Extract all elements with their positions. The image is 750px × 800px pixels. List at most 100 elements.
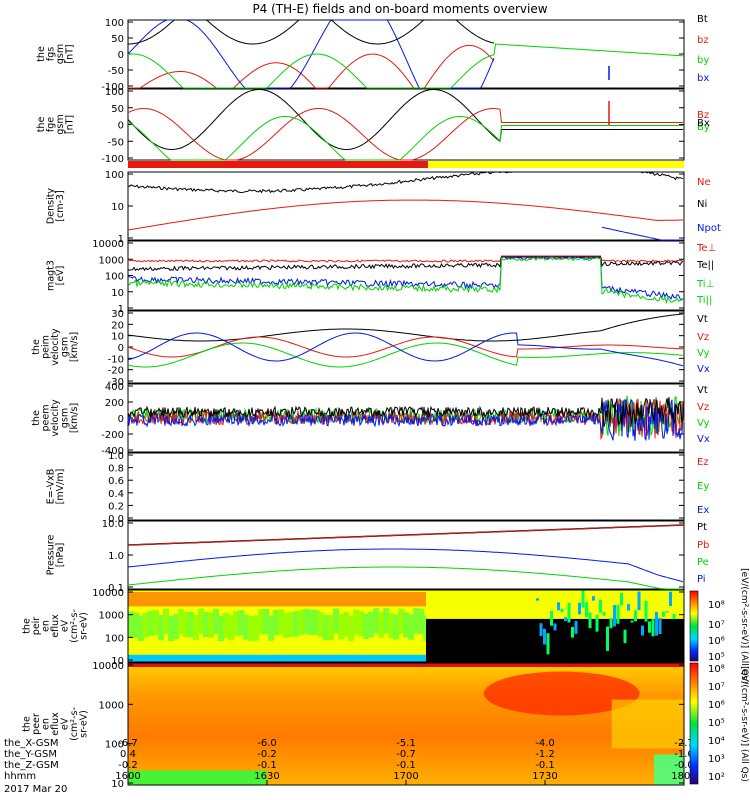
y-tick-label: 0.1	[108, 583, 124, 594]
heatmap-cell	[393, 614, 400, 640]
heatmap-cell	[373, 608, 380, 634]
x-axis-value: -0.2	[257, 749, 277, 760]
legend-entry: Pb	[697, 540, 709, 551]
heatmap-cell	[163, 608, 170, 634]
x-axis-value: -2.7	[674, 738, 694, 749]
series-te-par	[127, 256, 684, 272]
heatmap-cell	[303, 608, 310, 635]
legend-entry: Vy	[697, 418, 710, 429]
y-axis-label: (cm²-s-	[69, 609, 80, 643]
heatmap-cell	[637, 591, 641, 611]
x-axis-row-label: hhmm	[4, 771, 36, 782]
y-axis-label: [nT]	[64, 115, 75, 134]
heatmap-cell	[418, 608, 425, 635]
series-by	[127, 116, 683, 161]
y-tick-label: 30	[111, 309, 124, 320]
y-tick-label: 100	[105, 170, 124, 181]
heatmap-cell	[630, 620, 634, 623]
heatmap-cell	[578, 602, 582, 615]
heatmap-cell	[148, 610, 155, 637]
y-axis-label: Density	[45, 188, 56, 224]
heatmap-cell	[298, 610, 305, 636]
heatmap-cell	[238, 610, 245, 636]
y-axis-label: eV	[60, 619, 71, 632]
legend-entry: bz	[697, 35, 709, 46]
colorbar-bottom-tick: 10⁶	[708, 700, 725, 711]
heatmap-cell	[273, 610, 280, 636]
y-axis-label: magt3	[45, 260, 56, 291]
y-tick-label: 50	[111, 34, 124, 45]
x-axis-value: -0.1	[257, 760, 277, 771]
y-axis-label: eV	[60, 717, 71, 730]
heatmap-cell	[602, 611, 606, 616]
y-tick-label: 0	[118, 50, 124, 61]
heatmap-cell	[543, 628, 547, 645]
colorbar-bottom-tick: 10⁸	[708, 664, 725, 675]
heatmap-cell	[620, 592, 624, 606]
legend-entry: By	[697, 122, 710, 133]
y-axis-label: peem	[41, 405, 52, 432]
heatmap-cell	[403, 612, 410, 638]
y-axis-label: the	[22, 618, 33, 634]
heatmap-cell	[611, 699, 684, 749]
heatmap-cell	[168, 615, 175, 642]
heatmap-cell	[128, 663, 684, 667]
heatmap-cell	[243, 614, 250, 640]
heatmap-cell	[571, 627, 575, 638]
panel-frame	[127, 88, 685, 161]
panel-peir_eflux: 10000 1000 100 10 thepeirenefluxeV(cm²-s-sr-…	[22, 588, 685, 667]
legend-entry: Ez	[697, 457, 709, 468]
colorbar-bottom-gradient	[689, 662, 699, 785]
y-axis-label: the	[31, 339, 42, 355]
x-axis-value: -0.2	[118, 760, 138, 771]
heatmap-cell	[203, 611, 210, 638]
heatmap-cell	[641, 625, 645, 636]
heatmap-cell	[253, 615, 260, 641]
heatmap-cell	[263, 609, 270, 635]
y-tick-label: 0.6	[108, 476, 124, 487]
heatmap-cell	[651, 619, 655, 637]
colorbar-bottom-tick: 10⁴	[708, 736, 725, 747]
y-axis-label: en	[41, 718, 52, 730]
x-axis-value: -6.0	[257, 738, 277, 749]
heatmap-cell	[308, 609, 315, 635]
legend-entry: Ti||	[696, 295, 712, 306]
y-tick-label: 1000	[99, 700, 124, 711]
y-tick-label: 400	[105, 382, 124, 393]
heatmap-cell	[616, 604, 620, 624]
y-tick-label: 1.0	[108, 451, 124, 462]
series-bx	[127, 19, 495, 89]
heatmap-cell	[546, 633, 550, 655]
x-axis-value: -4.0	[535, 738, 555, 749]
heatmap-cell	[213, 608, 220, 635]
legend-entry: Npot	[697, 223, 721, 234]
series-bz	[128, 44, 495, 89]
y-axis-label: gsm	[55, 44, 66, 64]
heatmap-cell	[133, 612, 140, 639]
heatmap-cell	[658, 617, 662, 635]
x-axis-value: -0.1	[396, 760, 416, 771]
y-tick-label: -10	[108, 354, 124, 365]
heatmap-cell	[328, 614, 335, 641]
y-tick-label: 10	[111, 332, 124, 343]
legend-entry: Bt	[697, 14, 708, 25]
heatmap-cell	[288, 611, 295, 637]
colorbar-top-gradient	[689, 590, 699, 662]
y-tick-label: 1.0	[108, 551, 124, 562]
heatmap-cell	[408, 614, 415, 640]
colorbar-top-tick: 10⁶	[708, 636, 725, 647]
heatmap-cell	[363, 613, 370, 639]
colorbar-bottom-tick: 10⁷	[708, 682, 725, 693]
colorbar-top-tick: 10⁵	[708, 652, 725, 663]
heatmap-cell	[388, 612, 395, 639]
heatmap-cell	[353, 609, 360, 635]
heatmap-cell	[128, 611, 135, 637]
heatmap-cell	[323, 614, 330, 641]
y-axis-label: [nT]	[64, 44, 75, 63]
heatmap-cell	[383, 608, 390, 634]
x-axis-value: -5.1	[396, 738, 416, 749]
x-axis-value: -6.7	[118, 738, 138, 749]
y-tick-label: 10	[111, 288, 124, 299]
